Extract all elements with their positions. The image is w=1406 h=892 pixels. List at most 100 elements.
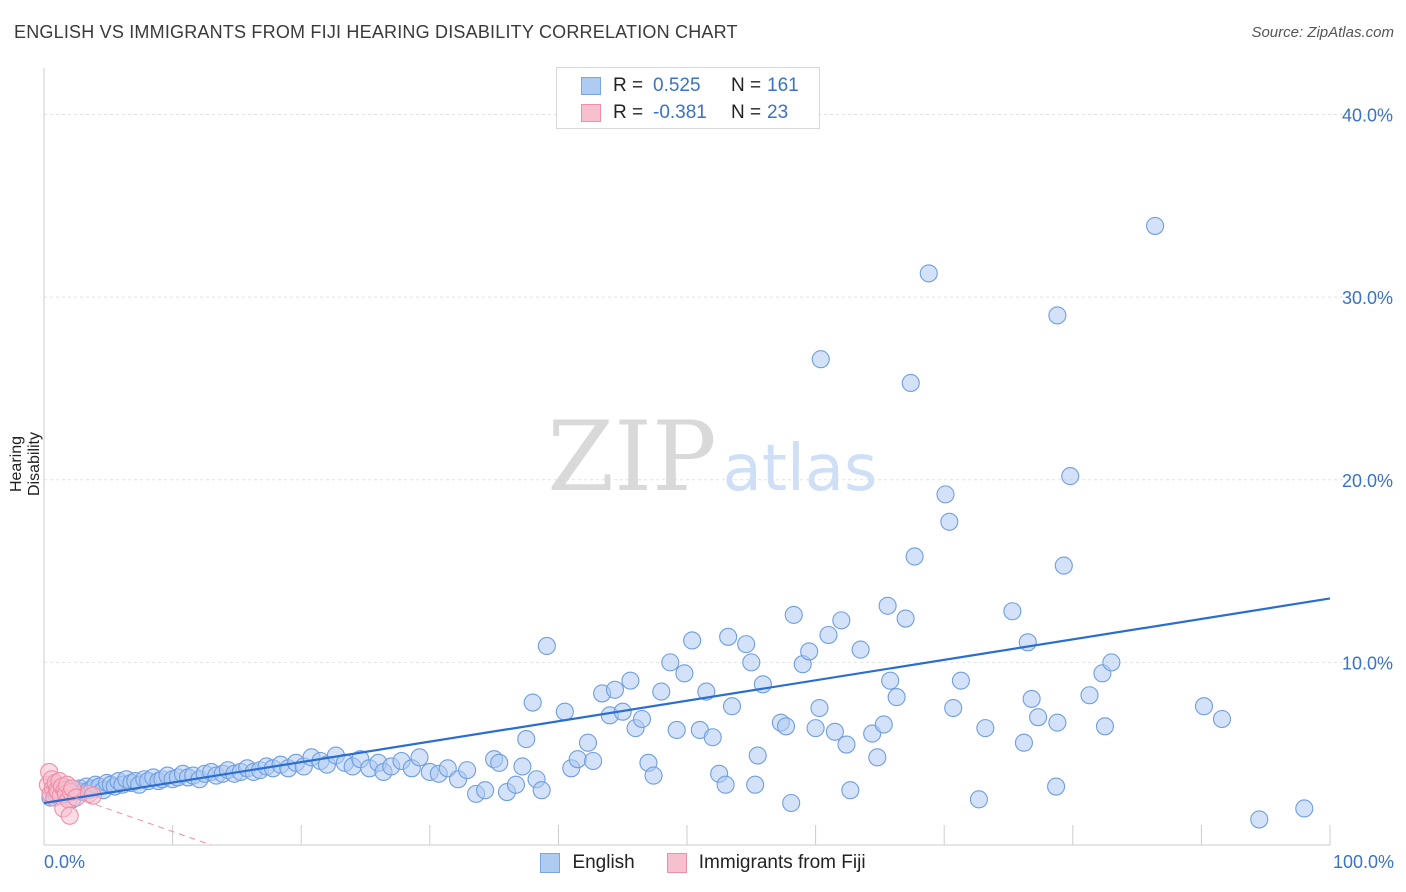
data-point-english (896, 609, 915, 628)
data-point-english (1212, 709, 1232, 729)
data-point-english (919, 264, 938, 283)
source-label: Source: ZipAtlas.com (1251, 24, 1394, 41)
grid-lines (44, 114, 1392, 663)
data-point-english (652, 682, 671, 701)
data-point-english (722, 697, 742, 716)
data-point-english (537, 636, 556, 655)
data-point-english (667, 720, 686, 740)
watermark-zip: ZIP (547, 401, 716, 513)
data-point-english (697, 682, 716, 701)
data-point-english (1029, 708, 1048, 727)
data-point-english (1047, 777, 1066, 796)
legend-swatch-english (581, 77, 601, 95)
data-point-english (1194, 697, 1214, 716)
data-point-english (578, 733, 598, 752)
data-point-english (703, 728, 722, 747)
data-point-english (1102, 653, 1121, 672)
data-point-english (944, 698, 963, 718)
data-point-english (742, 653, 761, 672)
legend-swatch-fiji (666, 853, 687, 873)
data-point-english (410, 748, 429, 767)
data-point-english (719, 627, 738, 646)
data-point-english (940, 512, 959, 531)
data-point-english (1095, 717, 1114, 736)
data-point-english (1250, 810, 1269, 829)
data-point-english (1295, 799, 1314, 818)
data-point-english (675, 664, 694, 683)
legend-n-label: N = (731, 102, 762, 123)
series-english (41, 216, 1314, 829)
data-point-english (868, 748, 887, 767)
trend-line-fiji (43, 786, 212, 846)
data-point-english (584, 751, 603, 771)
data-point-english (532, 781, 551, 800)
legend-swatch-english (540, 853, 561, 873)
legend-swatch-fiji (581, 104, 601, 122)
data-point-english (832, 611, 851, 630)
data-point-english (748, 746, 767, 765)
data-point-english (621, 671, 640, 690)
data-point-english (887, 688, 906, 707)
data-point-english (1048, 713, 1067, 732)
data-point-english (683, 631, 702, 650)
data-point-english (1022, 689, 1041, 708)
legend-n-value: 23 (767, 102, 789, 123)
series-legend: English Immigrants from Fiji (0, 852, 1406, 874)
legend-n-value: 161 (767, 75, 799, 96)
data-point-english (644, 766, 663, 785)
legend-r-value: 0.525 (653, 75, 701, 96)
y-tick-label: 10.0% (1342, 653, 1393, 673)
data-point-english (800, 642, 819, 661)
data-point-english (632, 709, 652, 729)
y-tick-label: 20.0% (1342, 471, 1393, 491)
data-point-english (806, 719, 825, 738)
data-point-english (737, 635, 756, 654)
axes (43, 68, 1331, 846)
data-point-fiji (60, 806, 79, 825)
data-point-english (810, 698, 829, 718)
legend-row-fiji: R = -0.381 N = 23 (581, 101, 788, 125)
legend-r-label: R = (613, 102, 644, 123)
watermark: ZIP atlas (547, 401, 877, 513)
legend-n-label: N = (731, 75, 762, 96)
y-tick-labels: 10.0% 20.0% 30.0% 40.0% (1342, 106, 1393, 674)
data-point-english (605, 680, 625, 699)
correlation-legend: R = 0.525 N = 161 R = -0.381 N = 23 (556, 67, 820, 129)
data-point-english (825, 722, 844, 741)
data-point-english (874, 715, 893, 734)
data-point-english (878, 596, 897, 615)
data-point-english (881, 671, 900, 690)
data-point-english (784, 605, 803, 624)
data-point-english (837, 735, 856, 754)
series-fiji (38, 762, 102, 825)
x-axis-min-label: 0.0% (44, 852, 86, 872)
data-point-english (517, 730, 536, 749)
data-point-english (555, 702, 574, 721)
trend-lines (43, 597, 1331, 846)
data-point-english (513, 757, 532, 776)
data-point-english (661, 653, 680, 672)
legend-label-fiji: Immigrants from Fiji (698, 852, 866, 873)
data-point-english (936, 485, 955, 504)
data-point-english (490, 753, 509, 772)
legend-item-fiji: Immigrants from Fiji (666, 852, 866, 874)
data-point-english (951, 671, 970, 690)
data-point-english (1061, 467, 1080, 486)
data-point-english (969, 790, 988, 809)
data-point-english (476, 781, 495, 800)
y-tick-label: 40.0% (1342, 106, 1393, 126)
y-axis-title: Hearing Disability (8, 432, 43, 497)
data-point-english (746, 775, 765, 794)
data-point-english (458, 761, 477, 780)
data-point-english (782, 793, 801, 813)
data-point-english (1014, 733, 1033, 752)
data-point-english (716, 775, 735, 794)
data-point-english (905, 547, 924, 566)
y-tick-label: 30.0% (1342, 288, 1393, 308)
legend-r-label: R = (613, 75, 644, 96)
data-point-english (1146, 216, 1165, 235)
data-point-english (811, 350, 830, 369)
data-point-english (1003, 602, 1022, 621)
chart-title: ENGLISH VS IMMIGRANTS FROM FIJI HEARING … (14, 22, 738, 42)
data-point-english (1054, 556, 1073, 575)
